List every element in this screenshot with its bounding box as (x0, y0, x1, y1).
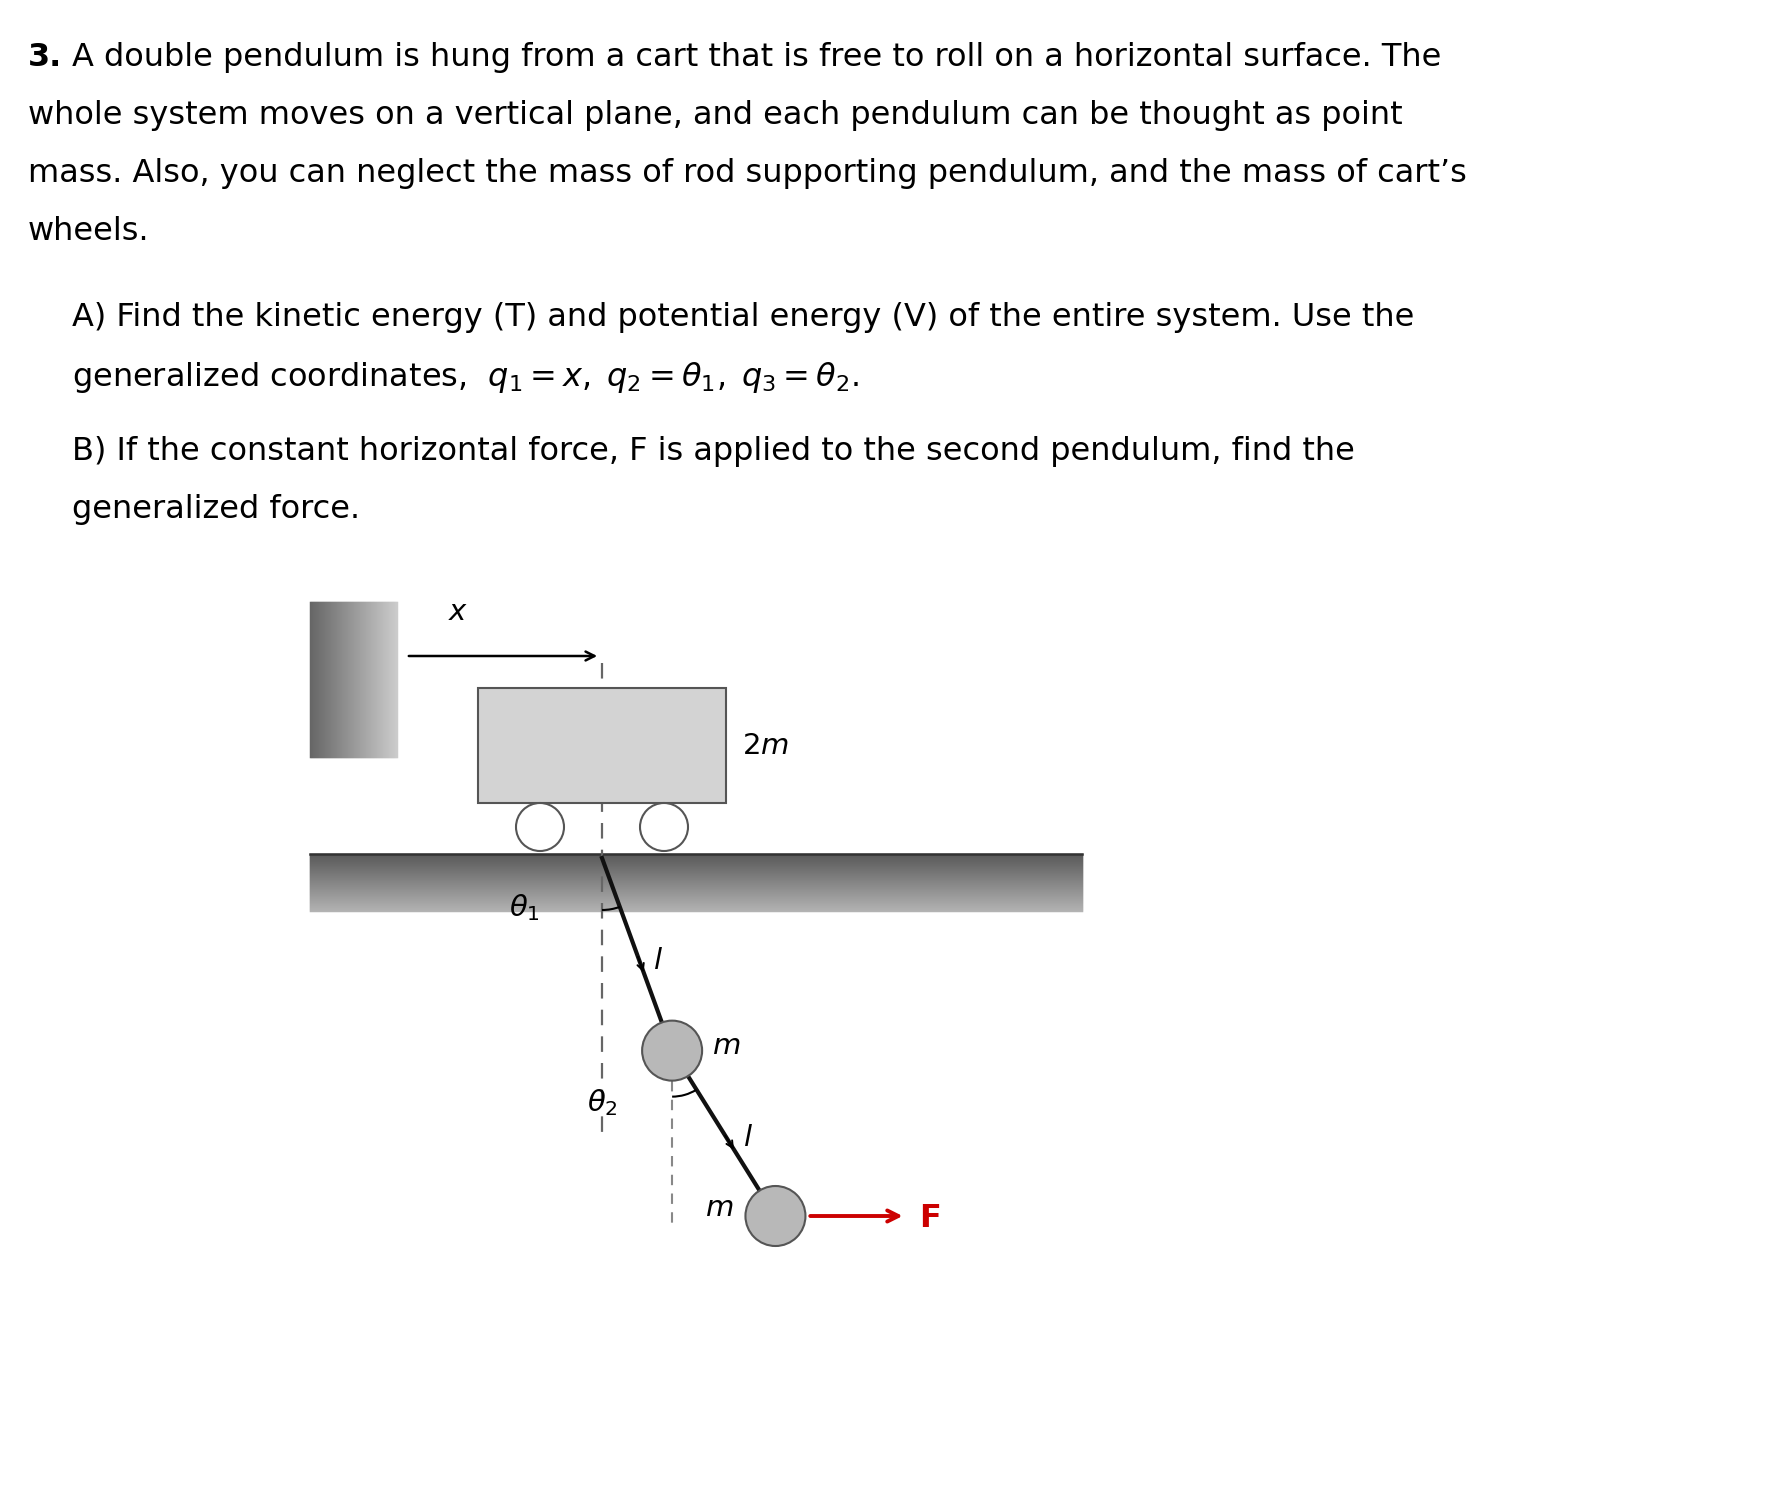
Text: generalized force.: generalized force. (71, 494, 361, 525)
Text: $m$: $m$ (713, 1031, 741, 1059)
Text: mass. Also, you can neglect the mass of rod supporting pendulum, and the mass of: mass. Also, you can neglect the mass of … (29, 158, 1466, 189)
Text: generalized coordinates,  $q_1 = x,\;  q_2 = \theta_1,\;  q_3 = \theta_2.$: generalized coordinates, $q_1 = x,\; q_2… (71, 360, 859, 394)
Text: $\theta_2$: $\theta_2$ (588, 1088, 618, 1117)
Text: $x$: $x$ (448, 598, 468, 626)
Text: $m$: $m$ (705, 1193, 734, 1222)
Circle shape (643, 1021, 702, 1080)
Text: A double pendulum is hung from a cart that is free to roll on a horizontal surfa: A double pendulum is hung from a cart th… (71, 42, 1441, 73)
Bar (479, 687, 725, 804)
Text: whole system moves on a vertical plane, and each pendulum can be thought as poin: whole system moves on a vertical plane, … (29, 100, 1402, 131)
Text: wheels.: wheels. (29, 216, 150, 247)
Text: $l$: $l$ (652, 946, 663, 975)
Circle shape (639, 804, 688, 851)
Text: A) Find the kinetic energy (T) and potential energy (V) of the entire system. Us: A) Find the kinetic energy (T) and poten… (71, 302, 1415, 333)
Circle shape (516, 804, 564, 851)
Text: $\theta_1$: $\theta_1$ (509, 893, 539, 924)
Text: $l$: $l$ (743, 1123, 754, 1152)
Text: $2m$: $2m$ (741, 732, 788, 759)
Text: 3.: 3. (29, 42, 63, 73)
Text: $\mathbf{F}$: $\mathbf{F}$ (920, 1202, 941, 1234)
Text: B) If the constant horizontal force, F is applied to the second pendulum, find t: B) If the constant horizontal force, F i… (71, 436, 1356, 467)
Circle shape (745, 1186, 805, 1245)
